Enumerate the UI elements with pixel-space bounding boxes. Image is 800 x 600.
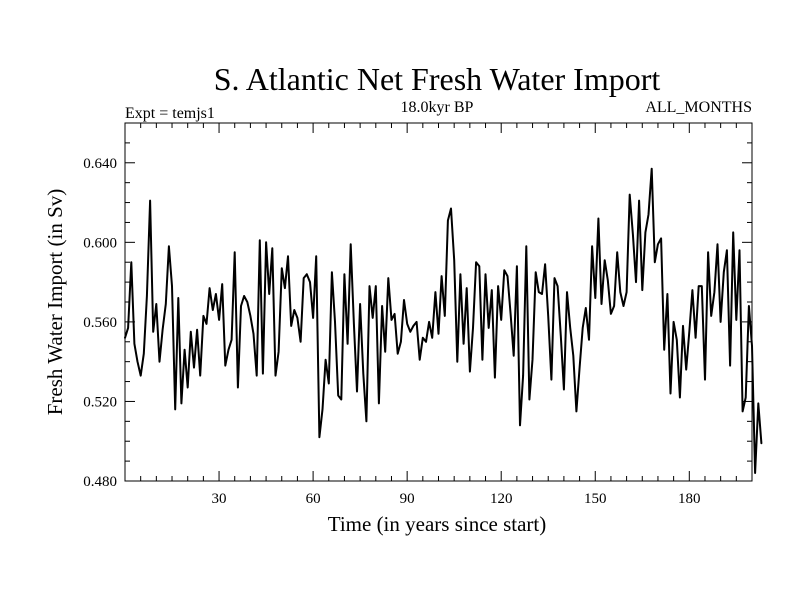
x-tick-label: 120 bbox=[490, 491, 513, 507]
x-tick-label: 60 bbox=[306, 491, 321, 507]
y-axis-label: Fresh Water Import (in Sv) bbox=[43, 189, 67, 416]
x-tick-label: 90 bbox=[400, 491, 415, 507]
y-tick-label: 0.600 bbox=[83, 235, 117, 251]
months-label: ALL_MONTHS bbox=[645, 99, 752, 116]
chart-title: S. Atlantic Net Fresh Water Import bbox=[214, 61, 661, 97]
y-tick-label: 0.480 bbox=[83, 474, 117, 490]
x-axis-label: Time (in years since start) bbox=[328, 512, 547, 536]
y-tick-label: 0.520 bbox=[83, 394, 117, 410]
y-axis-tick-labels: 0.480 0.520 0.560 0.600 0.640 bbox=[83, 156, 117, 490]
x-axis-ticks bbox=[140, 123, 737, 481]
experiment-label: Expt = temjs1 bbox=[125, 105, 215, 122]
x-tick-label: 180 bbox=[678, 491, 701, 507]
y-tick-label: 0.560 bbox=[83, 315, 117, 331]
series-line-fresh-water-import bbox=[124, 167, 763, 474]
x-tick-label: 30 bbox=[212, 491, 227, 507]
x-axis-tick-labels: 30 60 90 120 150 180 bbox=[212, 491, 701, 507]
plot-frame bbox=[124, 122, 753, 482]
x-tick-label: 150 bbox=[584, 491, 607, 507]
y-tick-label: 0.640 bbox=[83, 156, 117, 172]
period-label: 18.0kyr BP bbox=[401, 99, 474, 116]
